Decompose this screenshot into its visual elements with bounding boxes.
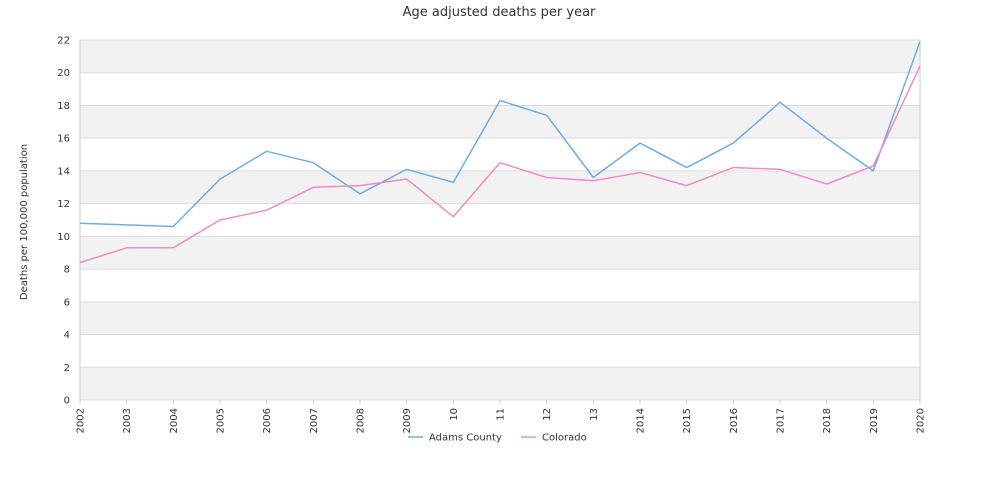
x-tick-label: 2002	[76, 408, 87, 433]
series-lines	[79, 41, 921, 264]
background-band	[80, 105, 920, 139]
background-band	[80, 170, 920, 204]
x-tick-label: 2005	[216, 408, 227, 433]
x-tick-label: 12	[542, 408, 553, 421]
x-tick-label: 2017	[776, 408, 787, 433]
background-bands	[80, 40, 920, 400]
x-tick-label: 2007	[309, 408, 320, 433]
series-line-colorado	[79, 65, 921, 264]
y-tick-label: 18	[57, 101, 70, 112]
x-tick-label: 2008	[356, 408, 367, 433]
legend-item-colorado[interactable]: Colorado	[521, 433, 587, 444]
x-tick-label: 2015	[682, 408, 693, 433]
x-tick-label: 2019	[869, 408, 880, 433]
x-tick-label: 11	[496, 408, 507, 421]
y-axis-label: Deaths per 100,000 population	[19, 144, 30, 300]
y-tick-label: 16	[57, 134, 70, 145]
x-tick-label: 2004	[169, 408, 180, 433]
legend-label: Adams County	[429, 433, 502, 444]
series-line-adams-county	[79, 41, 921, 228]
background-band	[80, 301, 920, 335]
x-tick-label: 10	[449, 408, 460, 421]
x-tick-label: 2009	[402, 408, 413, 433]
x-tick-label: 2018	[822, 408, 833, 433]
x-tick-labels: 2002 2003 2004 2005 2006 2007 2008 2009 10 11 12 13…	[76, 400, 927, 433]
background-band	[80, 367, 920, 400]
y-tick-label: 14	[57, 166, 70, 177]
chart-title: Age adjusted deaths per year	[403, 5, 596, 20]
background-band	[80, 40, 920, 73]
y-tick-labels: 0 2 4 6 8 10 12 14 16 18 20 22	[57, 36, 70, 407]
y-tick-label: 4	[64, 330, 70, 341]
y-tick-label: 2	[64, 363, 70, 374]
y-tick-label: 12	[57, 199, 70, 210]
x-tick-label: 2014	[636, 408, 647, 433]
axes	[79, 40, 921, 400]
x-tick-label: 2016	[729, 408, 740, 433]
x-tick-label: 2020	[916, 408, 927, 433]
x-tick-label: 2003	[122, 408, 133, 433]
y-tick-label: 22	[57, 36, 70, 47]
gridlines	[80, 39, 920, 401]
y-tick-label: 6	[64, 297, 70, 308]
legend[interactable]: Adams County Colorado	[408, 433, 587, 444]
x-tick-label: 2006	[262, 408, 273, 433]
legend-label: Colorado	[542, 433, 587, 444]
y-tick-label: 8	[64, 265, 70, 276]
y-tick-label: 0	[64, 396, 70, 407]
x-tick-label: 13	[589, 408, 600, 421]
legend-item-adams-county[interactable]: Adams County	[408, 433, 502, 444]
y-tick-label: 20	[57, 68, 70, 79]
background-band	[80, 236, 920, 270]
y-tick-label: 10	[57, 232, 70, 243]
